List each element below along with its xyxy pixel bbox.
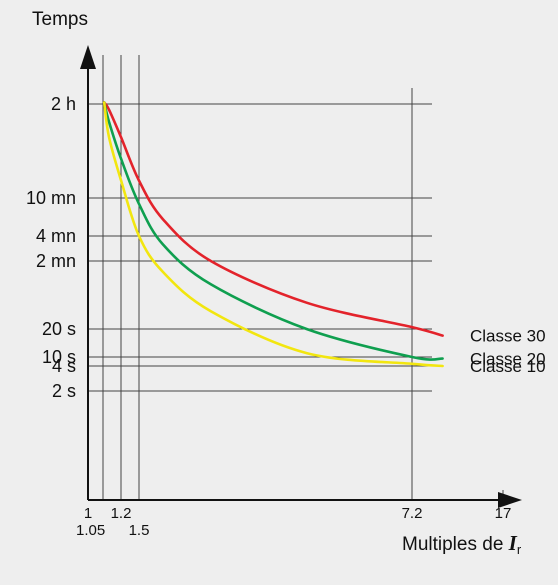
- x-tick-label: 1: [84, 505, 92, 522]
- series-label: Classe 10: [470, 357, 546, 376]
- x-axis-title-text: Multiples de: [402, 534, 509, 555]
- y-axis-arrow: [80, 45, 96, 69]
- series-line-classe-30: [102, 101, 444, 337]
- y-tick-label: 4 s: [52, 356, 76, 376]
- y-tick-label: 20 s: [42, 319, 76, 339]
- y-tick-label: 4 mn: [36, 226, 76, 246]
- axes: [80, 45, 522, 508]
- y-tick-label: 2 h: [51, 94, 76, 114]
- series-label: Classe 30: [470, 327, 546, 346]
- gridlines: [88, 55, 504, 500]
- x-axis-arrow: [498, 492, 522, 508]
- x-axis-title: Multiples de Ir: [402, 531, 522, 557]
- y-tick-label: 10 s: [42, 347, 76, 367]
- series-curves: [102, 101, 444, 368]
- x-tick-label: 1.2: [111, 505, 132, 522]
- series-line-classe-10: [102, 101, 444, 368]
- y-axis-title: Temps: [32, 9, 88, 30]
- x-tick-label: 17: [495, 505, 512, 522]
- y-tick-label: 2 s: [52, 381, 76, 401]
- tick-labels: 2 h 10 mn 4 mn 2 mn 20 s 10 s4 s 2 s 11.05 1.21.…: [26, 94, 511, 539]
- y-tick-label: 2 mn: [36, 251, 76, 271]
- x-tick-label: 1.05: [76, 522, 105, 539]
- x-tick-label: 1.5: [129, 522, 150, 539]
- series-label: Classe 20: [470, 350, 546, 369]
- series-line-classe-20: [102, 101, 444, 361]
- y-tick-label: 10 mn: [26, 188, 76, 208]
- x-tick-label: 7.2: [402, 505, 423, 522]
- x-axis-title-symbol: I: [508, 531, 518, 555]
- x-axis-title-subscript: r: [517, 542, 522, 557]
